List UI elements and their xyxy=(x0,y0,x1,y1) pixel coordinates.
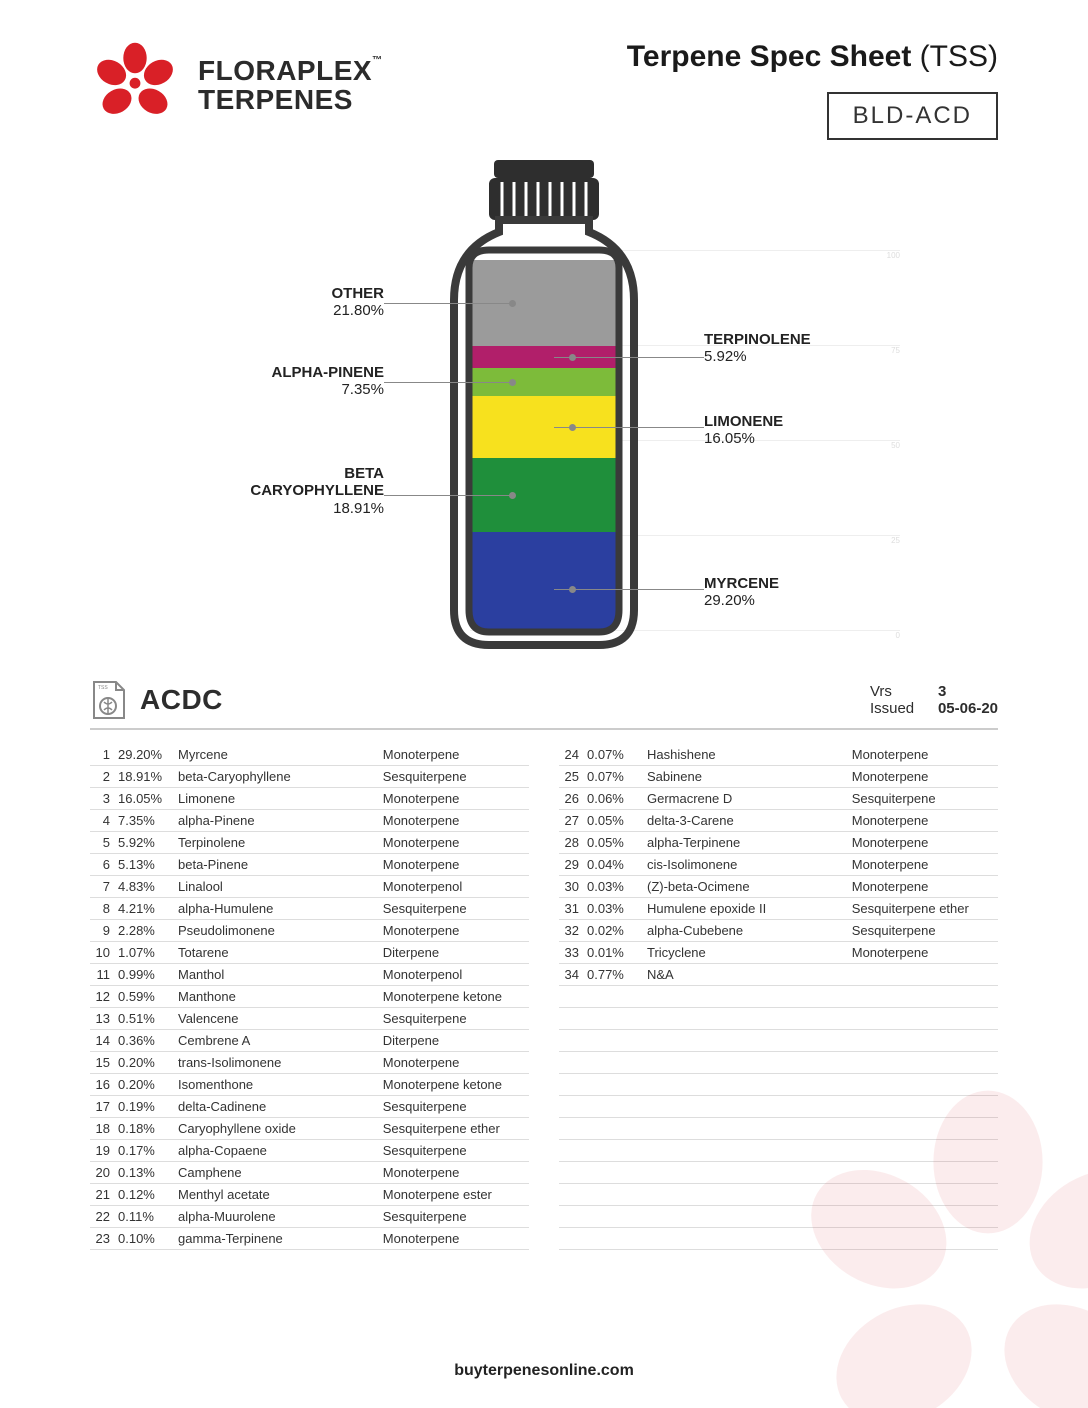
table-row: 55.92%TerpinoleneMonoterpene xyxy=(90,832,529,854)
table-row-empty xyxy=(559,1162,998,1184)
table-row: 150.20%trans-IsolimoneneMonoterpene xyxy=(90,1052,529,1074)
leader-line xyxy=(384,495,514,496)
brand-logo-icon xyxy=(90,40,180,130)
callout-terpinolene: TERPINOLENE5.92% xyxy=(704,331,811,365)
product-code: BLD-ACD xyxy=(827,92,998,140)
table-row: 170.19%delta-CadineneSesquiterpene xyxy=(90,1096,529,1118)
table-row: 280.05%alpha-TerpineneMonoterpene xyxy=(559,832,998,854)
table-row: 47.35%alpha-PineneMonoterpene xyxy=(90,810,529,832)
table-row: 65.13%beta-PineneMonoterpene xyxy=(90,854,529,876)
bottle-chart: 1007550250 O xyxy=(90,150,998,660)
svg-text:TSS: TSS xyxy=(98,685,108,691)
table-row-empty xyxy=(559,1184,998,1206)
table-row: 340.77%N&A xyxy=(559,964,998,986)
table-row: 120.59%ManthoneMonoterpene ketone xyxy=(90,986,529,1008)
table-row: 84.21%alpha-HumuleneSesquiterpene xyxy=(90,898,529,920)
callout-limonene: LIMONENE16.05% xyxy=(704,413,783,447)
table-row: 300.03%(Z)-beta-OcimeneMonoterpene xyxy=(559,876,998,898)
table-row-empty xyxy=(559,1228,998,1250)
table-row-empty xyxy=(559,1030,998,1052)
strain-name: ACDC xyxy=(140,684,223,716)
leader-dot xyxy=(569,586,576,593)
callout-beta_caryo: BETACARYOPHYLLENE18.91% xyxy=(250,465,384,517)
leader-line xyxy=(554,357,704,358)
table-row: 74.83%LinaloolMonoterpenol xyxy=(90,876,529,898)
leader-dot xyxy=(509,300,516,307)
table-row: 250.07%SabineneMonoterpene xyxy=(559,766,998,788)
leader-dot xyxy=(569,424,576,431)
callout-alpha_pinene: ALPHA-PINENE7.35% xyxy=(271,364,384,398)
leader-line xyxy=(554,589,704,590)
table-row: 101.07%TotareneDiterpene xyxy=(90,942,529,964)
leader-dot xyxy=(509,379,516,386)
table-row-empty xyxy=(559,1118,998,1140)
table-row: 330.01%TricycleneMonoterpene xyxy=(559,942,998,964)
table-row-empty xyxy=(559,1074,998,1096)
table-row-empty xyxy=(559,1096,998,1118)
table-row: 270.05%delta-3-CareneMonoterpene xyxy=(559,810,998,832)
callout-myrcene: MYRCENE29.20% xyxy=(704,575,779,609)
table-row-empty xyxy=(559,1140,998,1162)
table-row-empty xyxy=(559,986,998,1008)
table-row: 316.05%LimoneneMonoterpene xyxy=(90,788,529,810)
bottle-icon xyxy=(434,150,654,650)
brand-name: FLORAPLEX™ TERPENES xyxy=(198,56,383,115)
table-row: 320.02%alpha-CubebeneSesquiterpene xyxy=(559,920,998,942)
terpene-table-left: 129.20%MyrceneMonoterpene218.91%beta-Car… xyxy=(90,744,529,1250)
tss-doc-icon: TSS xyxy=(90,680,126,720)
table-row: 160.20%IsomenthoneMonoterpene ketone xyxy=(90,1074,529,1096)
table-row: 92.28%PseudolimoneneMonoterpene xyxy=(90,920,529,942)
table-row: 220.11%alpha-MuuroleneSesquiterpene xyxy=(90,1206,529,1228)
table-row-empty xyxy=(559,1206,998,1228)
table-row-empty xyxy=(559,1008,998,1030)
meta-info: Vrs3 Issued05-06-20 xyxy=(870,683,998,717)
table-row: 210.12%Menthyl acetateMonoterpene ester xyxy=(90,1184,529,1206)
table-row: 190.17%alpha-CopaeneSesquiterpene xyxy=(90,1140,529,1162)
table-row: 110.99%MantholMonoterpenol xyxy=(90,964,529,986)
terpene-table-right: 240.07%HashisheneMonoterpene250.07%Sabin… xyxy=(559,744,998,1250)
leader-line xyxy=(384,382,514,383)
callout-other: OTHER21.80% xyxy=(332,285,385,319)
table-row: 218.91%beta-CaryophylleneSesquiterpene xyxy=(90,766,529,788)
doc-title: Terpene Spec Sheet (TSS) xyxy=(627,40,998,74)
leader-line xyxy=(384,303,514,304)
table-row: 260.06%Germacrene DSesquiterpene xyxy=(559,788,998,810)
table-row: 240.07%HashisheneMonoterpene xyxy=(559,744,998,766)
table-row: 230.10%gamma-TerpineneMonoterpene xyxy=(90,1228,529,1250)
table-row: 140.36%Cembrene ADiterpene xyxy=(90,1030,529,1052)
table-row: 310.03%Humulene epoxide IISesquiterpene … xyxy=(559,898,998,920)
table-row: 130.51%ValenceneSesquiterpene xyxy=(90,1008,529,1030)
leader-dot xyxy=(509,492,516,499)
table-row: 200.13%CampheneMonoterpene xyxy=(90,1162,529,1184)
leader-dot xyxy=(569,354,576,361)
table-row: 129.20%MyrceneMonoterpene xyxy=(90,744,529,766)
footer-url: buyterpenesonline.com xyxy=(0,1362,1088,1380)
leader-line xyxy=(554,427,704,428)
table-row: 290.04%cis-IsolimoneneMonoterpene xyxy=(559,854,998,876)
table-row: 180.18%Caryophyllene oxideSesquiterpene … xyxy=(90,1118,529,1140)
table-row-empty xyxy=(559,1052,998,1074)
